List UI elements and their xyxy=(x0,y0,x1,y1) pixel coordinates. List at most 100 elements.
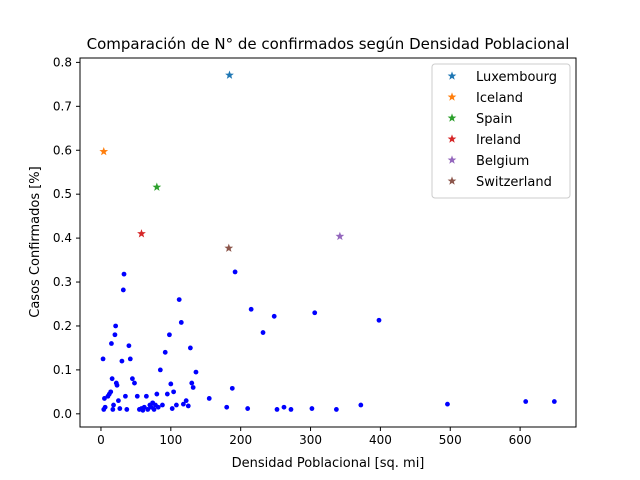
data-point xyxy=(171,389,177,395)
data-point xyxy=(117,406,123,411)
data-point xyxy=(185,403,191,409)
data-point xyxy=(274,407,280,412)
data-point xyxy=(183,398,189,404)
legend-label: Spain xyxy=(476,112,512,127)
y-tick-label: 0.4 xyxy=(53,231,72,245)
legend-label: Ireland xyxy=(476,133,521,148)
data-point xyxy=(116,398,121,404)
data-point xyxy=(121,271,127,277)
legend-marker xyxy=(447,71,457,80)
data-point xyxy=(167,332,172,338)
data-point xyxy=(168,381,174,387)
y-tick-label: 0.5 xyxy=(53,187,72,201)
data-point xyxy=(141,404,147,410)
data-point xyxy=(288,407,294,412)
data-point xyxy=(174,402,179,408)
data-point xyxy=(189,380,195,386)
data-point xyxy=(124,407,130,412)
y-axis-label: Casos Confirmados [%] xyxy=(28,166,43,318)
y-tick-label: 0.3 xyxy=(53,275,72,289)
data-point xyxy=(245,406,251,411)
highlight-point xyxy=(224,243,234,252)
data-point xyxy=(176,297,182,303)
data-point xyxy=(187,345,193,351)
legend-marker xyxy=(447,92,457,101)
data-point xyxy=(129,376,135,382)
y-tick-label: 0.0 xyxy=(53,407,72,421)
data-point xyxy=(114,382,120,388)
legend-marker xyxy=(447,176,457,185)
legend-marker xyxy=(447,134,457,143)
data-point xyxy=(127,356,133,362)
data-point xyxy=(206,396,212,401)
data-point xyxy=(376,317,382,323)
x-axis-label: Densidad Poblacional [sq. mi] xyxy=(232,456,425,471)
data-point xyxy=(102,396,107,401)
x-tick-label: 200 xyxy=(229,433,252,447)
data-point xyxy=(193,369,199,375)
data-point xyxy=(190,385,196,390)
data-point xyxy=(260,330,266,335)
data-point xyxy=(134,393,140,399)
data-point xyxy=(143,393,149,399)
legend-label: Luxembourg xyxy=(476,70,557,85)
data-point xyxy=(178,320,184,325)
highlight-point xyxy=(137,229,146,238)
data-point xyxy=(123,393,128,399)
data-point xyxy=(113,323,119,329)
data-points xyxy=(99,70,557,413)
data-point xyxy=(271,313,277,319)
data-point xyxy=(126,343,132,349)
legend: Luxembourg Iceland Spain Ireland Belgium Swit… xyxy=(431,63,571,199)
x-tick-label: 0 xyxy=(97,433,105,447)
data-point xyxy=(111,402,116,408)
highlight-point xyxy=(99,146,109,156)
data-point xyxy=(229,385,235,391)
data-point xyxy=(248,306,254,312)
data-point xyxy=(145,407,151,412)
x-tick-label: 300 xyxy=(299,433,322,447)
data-point xyxy=(119,358,125,364)
data-point xyxy=(312,310,318,316)
data-point xyxy=(108,389,114,395)
data-point xyxy=(281,404,287,410)
data-point xyxy=(157,367,163,373)
data-point xyxy=(224,404,230,410)
highlight-point xyxy=(152,182,162,191)
data-point xyxy=(109,376,115,382)
data-point xyxy=(164,391,170,397)
y-tick-label: 0.1 xyxy=(53,363,72,377)
data-point xyxy=(169,406,175,411)
data-point xyxy=(102,404,108,410)
data-point xyxy=(523,399,529,404)
data-point xyxy=(155,404,161,410)
data-point xyxy=(151,407,157,412)
data-point xyxy=(110,407,116,412)
data-point xyxy=(154,391,160,397)
data-point xyxy=(232,269,238,275)
legend-marker xyxy=(447,113,457,122)
x-axis-ticks: 0 100 200 300 400 500 600 xyxy=(97,427,532,447)
data-point xyxy=(160,402,165,408)
data-point xyxy=(112,332,118,338)
y-tick-label: 0.7 xyxy=(53,99,72,113)
legend-marker xyxy=(447,155,457,164)
y-tick-label: 0.2 xyxy=(53,319,72,333)
legend-box xyxy=(431,63,571,199)
y-tick-label: 0.8 xyxy=(53,55,72,69)
highlight-point xyxy=(225,70,234,79)
chart-title: Comparación de N° de confirmados según D… xyxy=(87,35,570,53)
data-point xyxy=(109,341,114,346)
y-axis-ticks: 0.0 0.1 0.2 0.3 0.4 0.5 0.6 0.7 0.8 xyxy=(53,55,80,421)
x-tick-label: 600 xyxy=(509,433,532,447)
x-tick-label: 400 xyxy=(369,433,392,447)
legend-label: Belgium xyxy=(476,154,529,169)
data-point xyxy=(333,407,339,412)
data-point xyxy=(100,356,106,362)
highlight-point xyxy=(335,231,345,241)
plot-frame xyxy=(79,57,577,428)
legend-label: Switzerland xyxy=(476,175,552,190)
legend-label: Iceland xyxy=(476,91,523,106)
